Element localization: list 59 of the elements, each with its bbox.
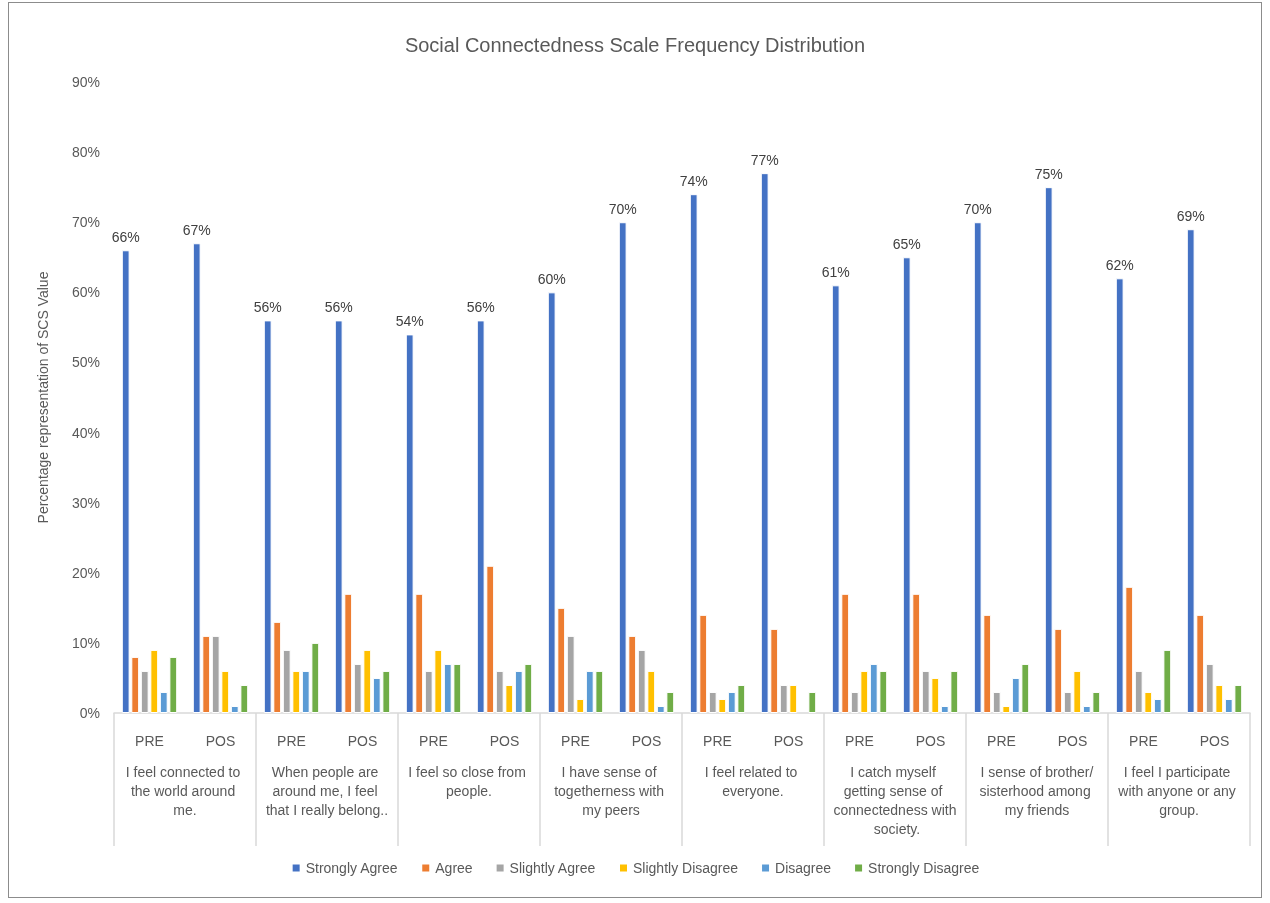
- text: I feel connected to the world around me.: [125, 763, 245, 818]
- data-label: 74%: [679, 173, 708, 190]
- y-tick-label: 20%: [71, 564, 100, 581]
- data-label: 61%: [821, 264, 850, 281]
- y-tick-label: 30%: [71, 494, 100, 511]
- data-label: 69%: [1176, 208, 1205, 225]
- text: I feel I participate with anyone or any group.: [1117, 763, 1240, 818]
- data-label: 70%: [608, 201, 637, 218]
- x-tick-label: POS: [915, 733, 946, 749]
- data-label: 56%: [253, 299, 282, 316]
- y-tick-label: 0%: [79, 705, 100, 721]
- x-tick-label: POS: [489, 733, 520, 749]
- x-tick-label: PRE: [987, 733, 1016, 749]
- y-tick-label: 60%: [71, 284, 100, 301]
- legend-label: Slightly Agree: [509, 860, 596, 876]
- x-tick-label: PRE: [845, 733, 874, 749]
- legend-label: Disagree: [775, 860, 832, 876]
- y-axis-title: Percentage representation of SCS Value: [35, 271, 51, 524]
- y-tick-label: 70%: [71, 214, 100, 231]
- data-label: 75%: [1034, 166, 1063, 183]
- legend-label: Strongly Disagree: [868, 860, 980, 876]
- text: I catch myself getting sense of connectedness with society.: [833, 763, 957, 837]
- x-tick-label: POS: [347, 733, 378, 749]
- data-label: 77%: [750, 152, 779, 169]
- data-label: 65%: [892, 236, 921, 253]
- y-tick-label: 40%: [71, 424, 100, 441]
- x-tick-label: POS: [1199, 733, 1230, 749]
- text: I have sense of togetherness with my peers: [554, 763, 668, 818]
- bar: [808, 691, 817, 713]
- x-tick-label: POS: [205, 733, 236, 749]
- data-label: 62%: [1105, 257, 1134, 274]
- data-label: 60%: [537, 271, 566, 288]
- y-tick-label: 50%: [71, 354, 100, 371]
- legend-label: Agree: [435, 860, 473, 876]
- x-tick-label: PRE: [703, 733, 732, 749]
- legend-label: Strongly Agree: [305, 860, 398, 876]
- chart-title: Social Connectedness Scale Frequency Distribution: [404, 34, 866, 56]
- x-tick-label: POS: [1057, 733, 1088, 749]
- x-tick-label: POS: [631, 733, 662, 749]
- data-label: 54%: [395, 313, 424, 330]
- y-tick-label: 10%: [71, 634, 100, 651]
- x-tick-label: PRE: [277, 733, 306, 749]
- data-label: 67%: [182, 222, 211, 239]
- y-tick-label: 90%: [71, 74, 100, 90]
- data-label: 56%: [466, 299, 495, 316]
- x-tick-label: PRE: [135, 733, 164, 749]
- text: I feel so close from people.: [408, 763, 530, 799]
- data-label: 56%: [324, 299, 353, 316]
- x-tick-label: PRE: [561, 733, 590, 749]
- text: I sense of brother/sisterhood among my friends: [979, 763, 1095, 818]
- legend-label: Slightly Disagree: [633, 860, 739, 876]
- text: When people are around me, I feel that I really belong..: [265, 763, 389, 818]
- y-tick-label: 80%: [71, 144, 100, 161]
- x-tick-label: PRE: [419, 733, 448, 749]
- data-label: 66%: [111, 229, 140, 246]
- x-tick-label: PRE: [1129, 733, 1158, 749]
- data-label: 70%: [963, 201, 992, 218]
- text: I feel related to everyone.: [704, 763, 802, 799]
- x-tick-label: POS: [773, 733, 804, 749]
